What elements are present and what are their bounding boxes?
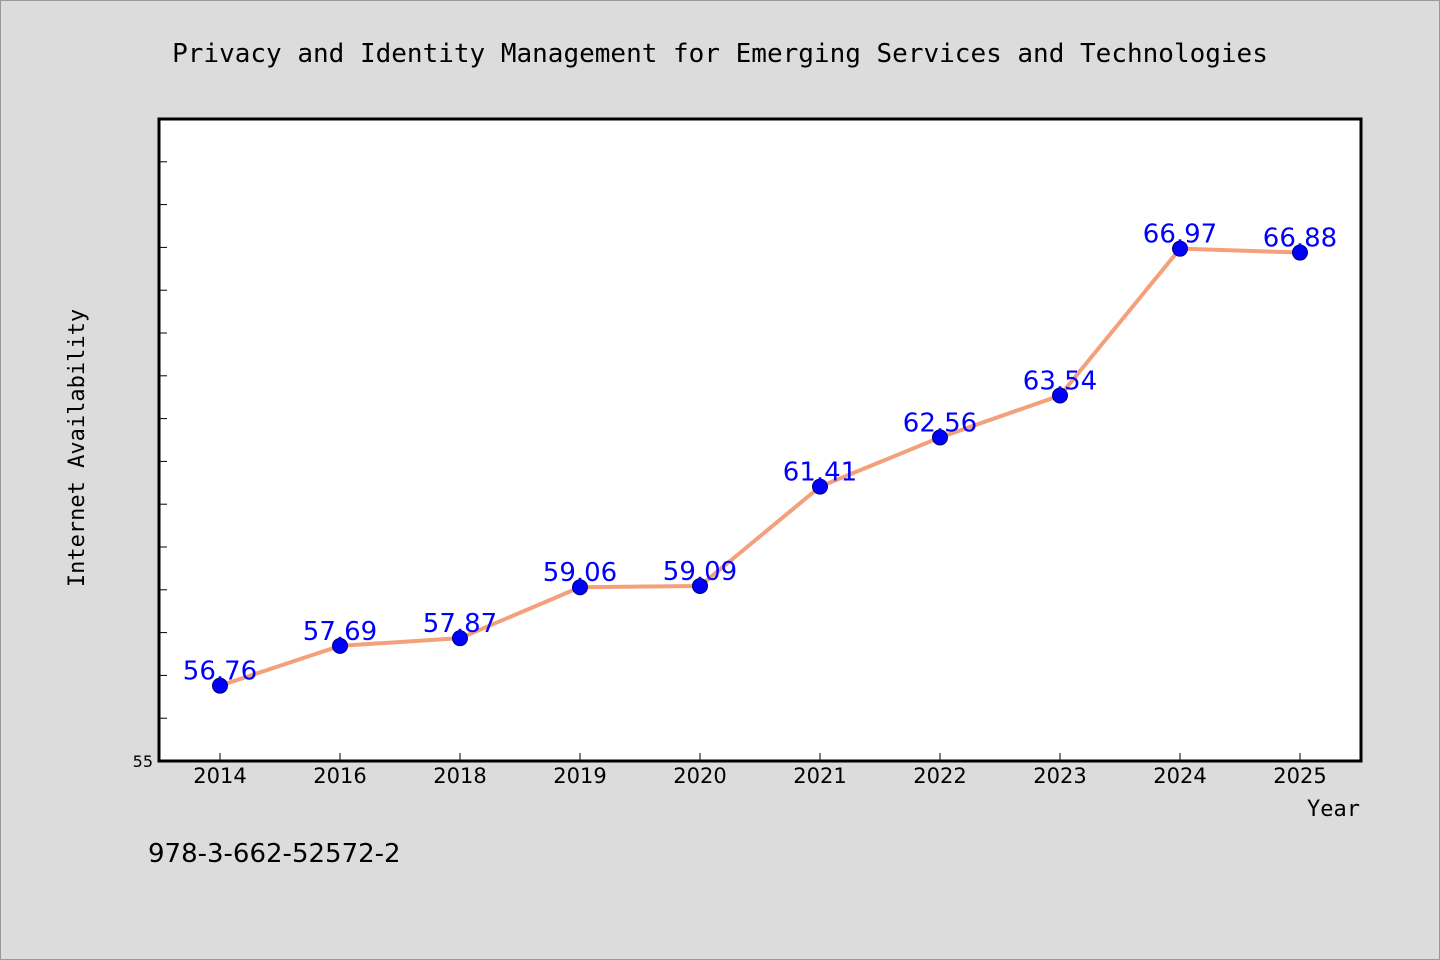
x-tick-label: 2022 [913, 764, 966, 788]
data-label: 61.41 [783, 458, 857, 488]
x-tick-label: 2019 [553, 764, 606, 788]
data-label: 56.76 [183, 657, 257, 687]
data-label: 66.88 [1263, 224, 1337, 254]
x-tick-label: 2020 [673, 764, 726, 788]
x-tick-label: 2016 [313, 764, 366, 788]
x-tick-label: 2023 [1033, 764, 1086, 788]
chart-title: Privacy and Identity Management for Emer… [172, 39, 1268, 69]
data-point [812, 478, 828, 495]
data-point [332, 637, 348, 654]
plot-area [157, 117, 1363, 763]
data-markers [212, 240, 1308, 694]
data-label: 59.09 [663, 557, 737, 587]
y-axis-ticks [159, 161, 167, 719]
data-point [1292, 244, 1308, 261]
x-tick-label: 2021 [793, 764, 846, 788]
data-point [572, 579, 588, 596]
data-point [452, 630, 468, 647]
isbn-footer: 978-3-662-52572-2 [148, 839, 401, 869]
y-axis-label: Internet Availability [65, 309, 90, 587]
series-line [219, 246, 1301, 688]
data-label: 66.97 [1143, 220, 1217, 250]
data-point [1172, 240, 1188, 257]
data-label: 59.06 [543, 558, 617, 588]
series-line-group [219, 246, 1301, 688]
y-axis-min-label: 55 [133, 752, 153, 771]
data-label: 63.54 [1023, 366, 1097, 396]
x-tick-label: 2024 [1153, 764, 1206, 788]
x-tick-label: 2025 [1273, 764, 1326, 788]
x-axis-label: Year [1307, 797, 1360, 822]
data-label: 57.69 [303, 617, 377, 647]
data-label: 62.56 [903, 408, 977, 438]
x-axis-tick-labels: 2014 2016 2018 2019 2020 2021 2022 2023 2024 2025 [193, 764, 1326, 788]
data-point [692, 577, 708, 594]
data-point [932, 429, 948, 446]
x-tick-label: 2014 [193, 764, 246, 788]
x-tick-label: 2018 [433, 764, 486, 788]
data-labels: 56.76 57.69 57.87 59.06 59.09 61.41 62.56 63.54… [183, 220, 1337, 687]
data-label: 57.87 [423, 609, 497, 639]
x-axis-ticks [219, 753, 1301, 761]
data-point [1052, 387, 1068, 404]
data-point [212, 677, 228, 694]
